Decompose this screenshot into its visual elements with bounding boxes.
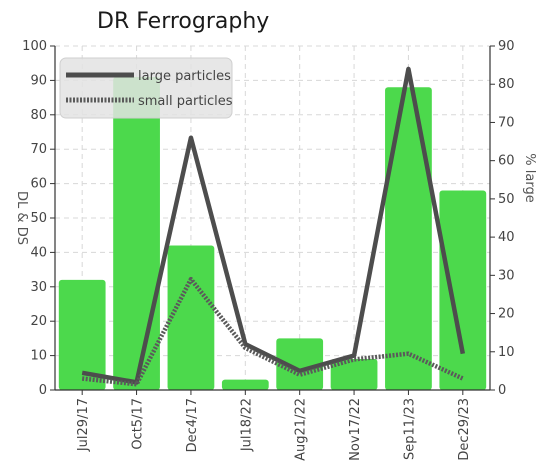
- x-tick-label: Jul29/17: [76, 398, 91, 452]
- right-tick-label: 70: [498, 115, 515, 130]
- legend-label-small: small particles: [138, 94, 233, 109]
- bar: [58, 279, 106, 390]
- left-tick-label: 20: [30, 314, 47, 329]
- x-tick-label: Jul18/22: [239, 398, 254, 452]
- right-tick-label: 0: [498, 383, 506, 398]
- bar: [276, 338, 324, 390]
- left-tick-label: 90: [30, 73, 47, 88]
- legend-label-large: large particles: [138, 69, 231, 84]
- bar-series: [58, 76, 487, 391]
- bar: [113, 76, 160, 391]
- bar: [385, 87, 432, 390]
- left-tick-label: 60: [30, 177, 47, 192]
- left-tick-label: 80: [30, 108, 47, 123]
- right-tick-label: 10: [498, 345, 515, 360]
- bar: [167, 245, 215, 390]
- x-tick-label: Dec29/23: [457, 398, 472, 461]
- left-tick-label: 100: [22, 39, 47, 54]
- right-tick-label: 40: [498, 230, 515, 245]
- left-tick-label: 0: [39, 383, 47, 398]
- bar: [221, 379, 269, 390]
- large-particles-line: [81, 66, 466, 385]
- x-tick-label: Oct5/17: [131, 398, 146, 450]
- chart-title: DR Ferrography: [97, 9, 269, 34]
- x-tick-label: Sep11/23: [402, 398, 417, 460]
- legend: large particles small particles: [59, 57, 233, 119]
- x-tick-label: Aug21/22: [294, 398, 309, 461]
- axes: 0 10 20 30 40 50 60 70 80 90 100 0 10 20 30 40 50 60 70 80 9…: [22, 39, 514, 461]
- legend-box: [59, 57, 233, 119]
- right-tick-label: 60: [498, 154, 515, 169]
- line-series: [81, 66, 466, 387]
- left-tick-label: 30: [30, 280, 47, 295]
- right-tick-label: 30: [498, 268, 515, 283]
- right-tick-label: 20: [498, 307, 515, 322]
- left-tick-label: 50: [30, 211, 47, 226]
- right-tick-label: 80: [498, 77, 515, 92]
- small-particles-line: [81, 276, 464, 387]
- bar: [330, 359, 378, 390]
- right-tick-label: 90: [498, 39, 515, 54]
- right-axis-label: % large: [522, 153, 537, 202]
- left-tick-label: 40: [30, 245, 47, 260]
- left-tick-label: 70: [30, 142, 47, 157]
- bar: [439, 190, 487, 390]
- right-tick-label: 50: [498, 192, 515, 207]
- x-tick-label: Nov17/22: [348, 398, 363, 461]
- left-axis-label: DL & DS: [14, 191, 29, 245]
- x-tick-label: Dec4/17: [185, 398, 200, 452]
- left-tick-label: 10: [30, 349, 47, 364]
